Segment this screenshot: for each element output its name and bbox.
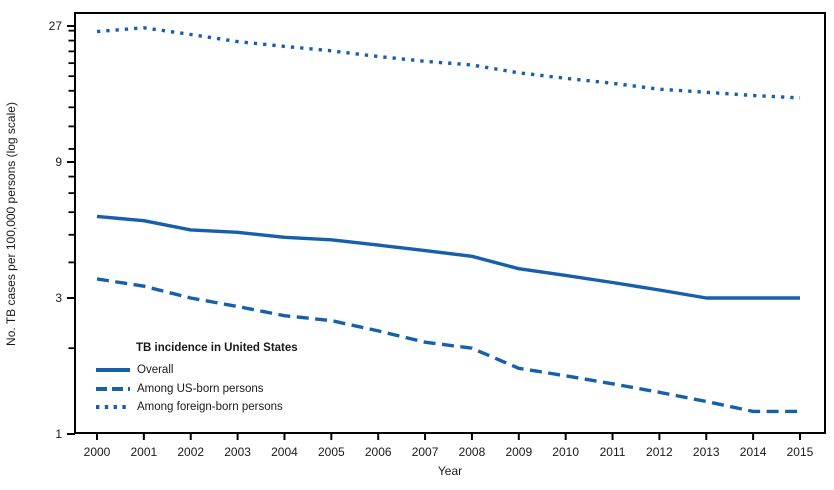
x-tick-label: 2004 [271,445,298,459]
x-axis-label: Year [437,464,463,478]
x-tick-label: 2014 [740,445,767,459]
legend-label-us-born: Among US-born persons [137,382,264,395]
y-axis-label: No. TB cases per 100,000 persons (log sc… [4,102,18,346]
x-tick-label: 2007 [412,445,439,459]
series-line-dotted [96,26,801,100]
y-tick-label: 9 [55,155,62,169]
y-tick-label: 3 [55,291,62,305]
dashed-line-icon [96,386,130,391]
legend-item-foreign-born: Among foreign-born persons [96,398,298,417]
x-tick-label: 2010 [552,445,579,459]
legend-item-us-born: Among US-born persons [96,380,298,399]
x-tick-label: 2003 [224,445,251,459]
legend-item-overall: Overall [96,361,298,380]
x-tick-label: 2015 [787,445,814,459]
legend-label-overall: Overall [137,364,174,377]
x-tick-label: 2006 [365,445,392,459]
x-tick-label: 2002 [177,445,204,459]
y-tick-label: 27 [49,19,63,33]
x-tick-label: 2001 [131,445,158,459]
plot-frame [74,12,826,434]
x-tick-label: 2011 [600,445,626,459]
series-line-dashed [96,277,800,414]
dotted-line-icon [96,405,130,410]
x-tick-label: 2005 [318,445,345,459]
x-tick-label: 2013 [693,445,720,459]
x-tick-label: 2012 [646,445,673,459]
legend-label-foreign-born: Among foreign-born persons [137,401,283,414]
x-tick-label: 2008 [459,445,486,459]
x-tick-label: 2009 [505,445,532,459]
solid-line-icon [96,368,130,373]
x-tick-label: 2000 [84,445,111,459]
y-tick-label: 1 [55,427,62,441]
legend: TB incidence in United States Overall Am… [96,342,298,417]
legend-title: TB incidence in United States [136,342,298,354]
series-line-solid [96,214,800,300]
